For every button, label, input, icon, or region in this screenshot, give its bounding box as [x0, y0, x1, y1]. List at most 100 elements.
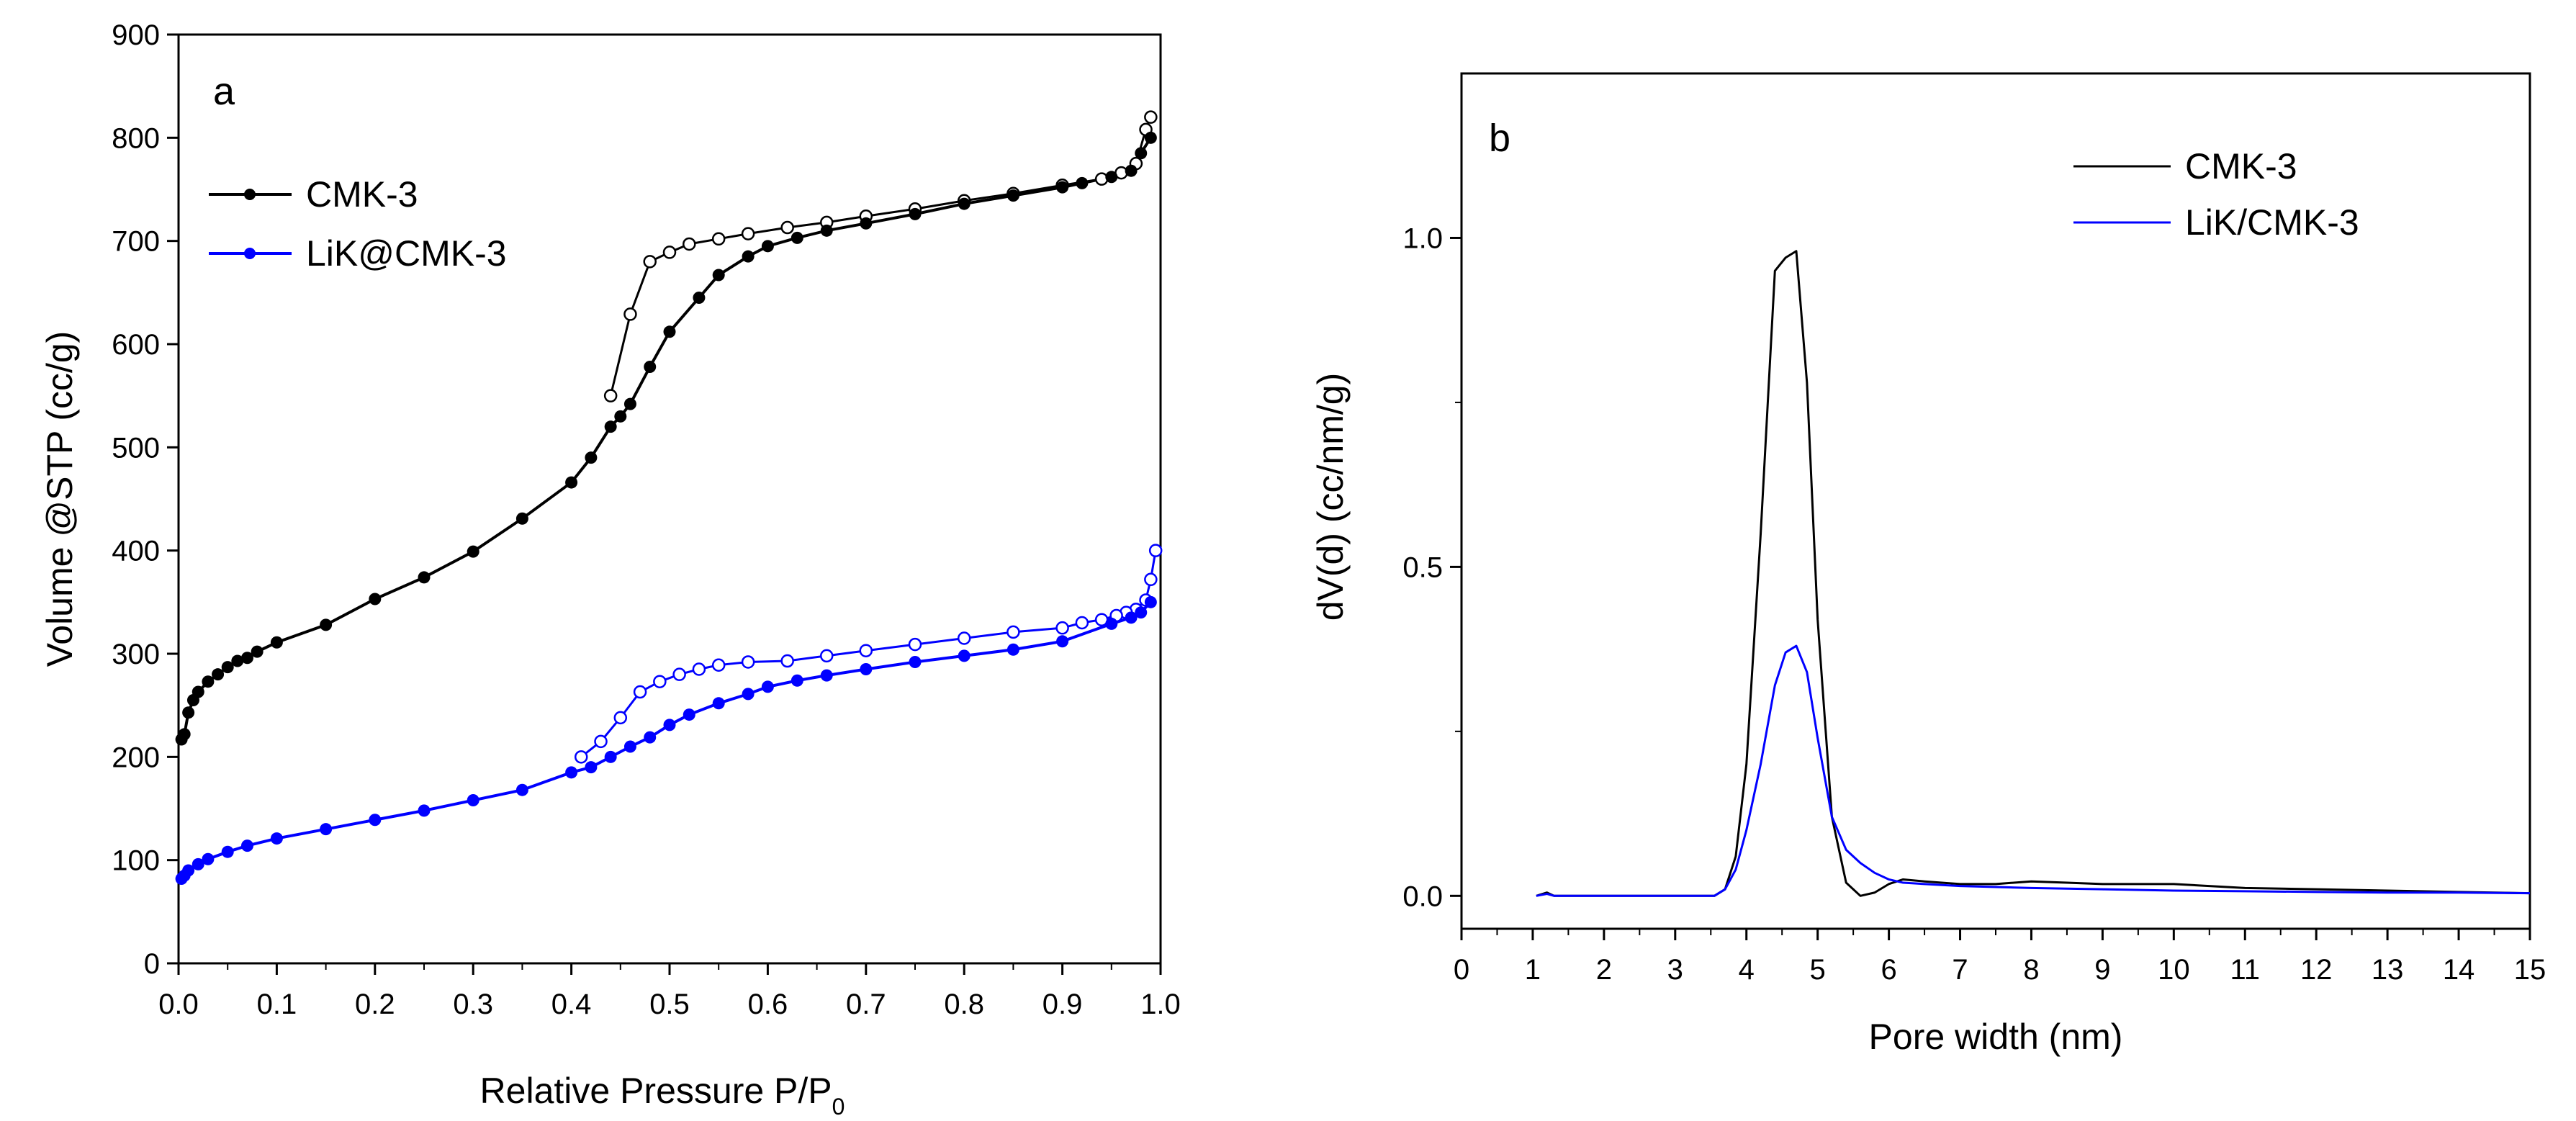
- series-cmk-3-adsorption-point: [1056, 181, 1069, 194]
- series-lik-cmk-3-desorption-point: [957, 631, 971, 645]
- legend-b-cmk3-label: CMK-3: [2185, 146, 2297, 186]
- y-tick-label: 400: [112, 536, 160, 567]
- series-lik-cmk-3-desorption-point: [1055, 621, 1069, 635]
- series-lik-cmk-3-desorption-point: [1006, 625, 1020, 639]
- y-tick-label: 200: [112, 742, 160, 773]
- legend-b-lik-label: LiK/CMK-3: [2185, 202, 2359, 243]
- series-lik-cmk-3-adsorption-point: [515, 783, 528, 796]
- y-tick-label: 100: [112, 845, 160, 877]
- series-cmk-3-adsorption-line: [180, 137, 1153, 740]
- series-cmk-3-adsorption-point: [467, 545, 479, 558]
- y-tick-label: 300: [112, 639, 160, 670]
- series-lik-cmk-3-adsorption-point: [585, 761, 598, 774]
- panel-b-ticks: 0 1 2 3 4 5 6 7 8 9 10 11 12 13 14 150.00.51.0: [1402, 222, 2546, 986]
- y-tick-label: 900: [112, 19, 160, 51]
- series-lik-cmk-3-desorption-point: [908, 637, 922, 652]
- panel-a-xlabel: Relative Pressure P/P0: [480, 1071, 845, 1120]
- series-lik-cmk-3-adsorption-point: [320, 823, 333, 836]
- series-cmk-3-adsorption-point: [761, 240, 774, 253]
- series-cmk-3-adsorption-point: [958, 197, 970, 210]
- series-cmk-3-adsorption-point: [192, 685, 204, 698]
- y-tick-label: 0.5: [1402, 552, 1443, 583]
- y-tick-label: 0: [144, 948, 160, 980]
- series-cmk-3-adsorption-point: [320, 618, 333, 631]
- panel-b-plot-frame: [1460, 72, 2531, 930]
- series-lik-cmk-3-line: [1536, 644, 2531, 897]
- series-lik-cmk-3-adsorption-point: [909, 655, 922, 668]
- series-cmk-3-adsorption-point: [515, 512, 528, 525]
- x-tick-label: 3: [1667, 954, 1683, 986]
- series-lik-cmk-3-desorption-point: [613, 711, 628, 725]
- series-cmk-3-adsorption-point: [693, 292, 706, 304]
- series-lik-cmk-3-adsorption-point: [644, 731, 657, 744]
- panel-a-legend: CMK-3 LiK@CMK-3: [209, 174, 507, 274]
- series-lik-cmk-3-adsorption-point: [240, 839, 253, 852]
- panel-b-xlabel: Pore width (nm): [1869, 1017, 2123, 1057]
- x-tick-label: 0.8: [944, 989, 984, 1020]
- series-lik-cmk-3-desorption-point: [819, 649, 834, 663]
- series-lik-cmk-3-adsorption-point: [860, 663, 873, 675]
- x-tick-label: 9: [2094, 954, 2110, 986]
- series-cmk-3-desorption-point: [1144, 110, 1158, 124]
- series-lik-cmk-3-desorption-point: [1075, 616, 1089, 630]
- series-cmk-3-adsorption-point: [604, 420, 617, 433]
- series-cmk-3-adsorption-point: [644, 361, 657, 374]
- series-lik-cmk-3-adsorption-point: [742, 688, 755, 701]
- series-lik-cmk-3-adsorption-point: [1135, 606, 1148, 619]
- series-lik-cmk-3-adsorption-point: [663, 719, 676, 731]
- series-lik-cmk-3-adsorption-point: [1006, 643, 1019, 656]
- series-cmk-3-adsorption-point: [178, 728, 191, 741]
- series-cmk-3-desorption-line: [609, 117, 1152, 397]
- x-tick-label: 0: [1454, 954, 1469, 986]
- x-tick-label: 0.7: [846, 989, 886, 1020]
- panel-a-label: a: [213, 70, 235, 113]
- series-lik-cmk-3-desorption-point: [633, 685, 647, 699]
- series-lik-cmk-3-adsorption-point: [369, 814, 382, 827]
- series-lik-cmk-3-adsorption-point: [1125, 611, 1138, 624]
- x-tick-label: 8: [2023, 954, 2039, 986]
- series-lik-cmk-3-adsorption-point: [604, 750, 617, 763]
- series-lik-cmk-3-adsorption-point: [791, 674, 803, 687]
- series-cmk-3-line: [1536, 250, 2531, 897]
- series-cmk-3-desorption-point: [711, 232, 726, 246]
- series-cmk-3-adsorption-point: [182, 706, 195, 719]
- series-cmk-3-desorption-point: [741, 227, 755, 240]
- series-cmk-3-adsorption-point: [1006, 189, 1019, 202]
- series-lik-cmk-3-desorption-point: [594, 734, 608, 749]
- series-lik-cmk-3-desorption-point: [653, 675, 667, 688]
- series-lik-cmk-3-adsorption-point: [1056, 635, 1069, 648]
- series-cmk-3-adsorption-point: [1125, 164, 1138, 177]
- series-lik-cmk-3-desorption-point: [741, 655, 755, 669]
- y-tick-label: 0.0: [1402, 881, 1443, 912]
- panel-a-xlabel-main: Relative Pressure P/P: [480, 1071, 832, 1111]
- x-tick-label: 0.6: [748, 989, 788, 1020]
- series-lik-cmk-3-adsorption-point: [820, 669, 833, 682]
- x-tick-label: 2: [1596, 954, 1612, 986]
- series-cmk-3-desorption-point: [603, 389, 618, 402]
- panel-b-ylabel: dV(d) (cc/nm/g): [1310, 373, 1351, 621]
- series-cmk-3-adsorption-point: [909, 207, 922, 220]
- x-tick-label: 6: [1881, 954, 1896, 986]
- panel-a-xlabel-subscript: 0: [832, 1094, 845, 1120]
- series-cmk-3-adsorption-point: [712, 269, 725, 282]
- y-tick-label: 700: [112, 226, 160, 258]
- series-lik-cmk-3-adsorption-point: [712, 697, 725, 710]
- panel-b-legend: CMK-3 LiK/CMK-3: [2073, 146, 2359, 243]
- series-lik-cmk-3-adsorption-point: [467, 794, 479, 807]
- series-cmk-3-adsorption-point: [565, 476, 578, 489]
- series-cmk-3-adsorption-point: [1105, 171, 1118, 184]
- x-tick-label: 12: [2300, 954, 2333, 986]
- y-tick-label: 1.0: [1402, 222, 1443, 254]
- panel-a-series: [175, 110, 1163, 885]
- series-cmk-3-desorption-point: [780, 220, 794, 235]
- panel-a-isotherm-chart: 0.0 0.1 0.2 0.3 0.4 0.5 0.6 0.7 0.8 0.9 1.0 0 100 200…: [40, 19, 1181, 1120]
- series-cmk-3-adsorption-point: [221, 661, 234, 674]
- series-lik-cmk-3-adsorption-point: [221, 845, 234, 858]
- series-cmk-3-adsorption-point: [614, 410, 627, 423]
- series-cmk-3-adsorption-point: [202, 675, 215, 688]
- y-tick-label: 800: [112, 122, 160, 154]
- series-lik-cmk-3-adsorption-point: [192, 857, 204, 870]
- series-lik-cmk-3-adsorption-point: [565, 766, 578, 779]
- series-lik-cmk-3-desorption-point: [1148, 544, 1163, 557]
- series-lik-cmk-3-adsorption-point: [418, 804, 431, 817]
